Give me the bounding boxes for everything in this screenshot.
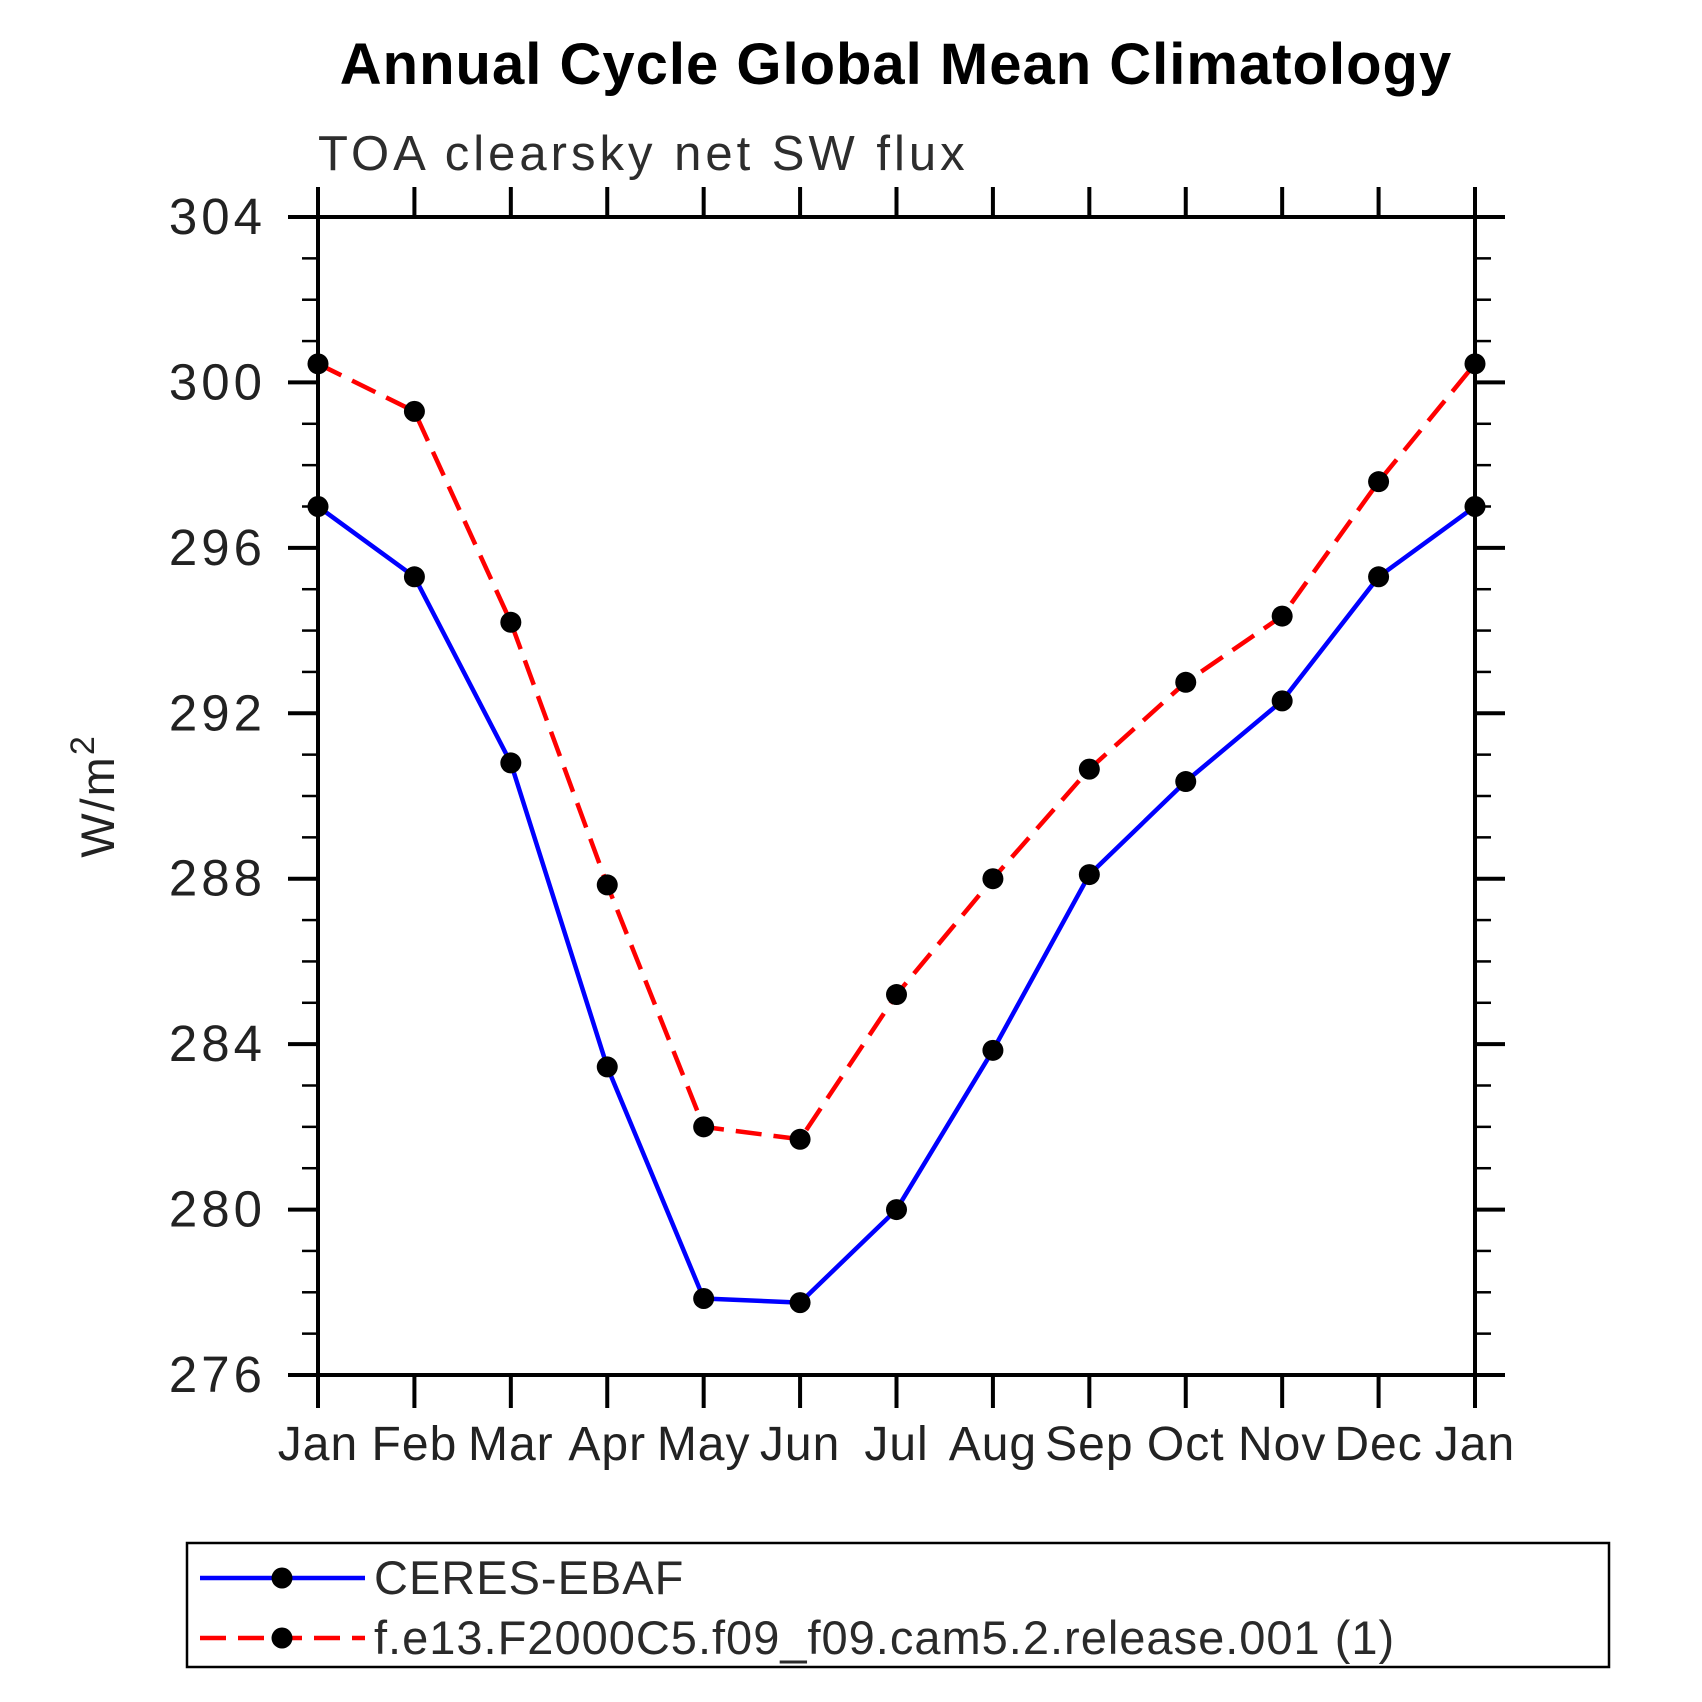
legend-box bbox=[185, 1541, 1611, 1669]
data-point-marker bbox=[886, 1199, 907, 1221]
x-tick-label: Sep bbox=[1045, 1418, 1133, 1471]
y-tick-label: 276 bbox=[169, 1346, 266, 1403]
data-point-marker bbox=[307, 353, 329, 375]
legend-marker-sample bbox=[271, 1567, 293, 1589]
y-tick-label: 284 bbox=[169, 1015, 266, 1072]
x-tick-label: Jan bbox=[1435, 1418, 1515, 1471]
x-tick-label: Apr bbox=[568, 1418, 646, 1471]
y-tick-label: 288 bbox=[169, 850, 266, 907]
x-tick-label: Mar bbox=[468, 1418, 554, 1471]
x-tick-label: May bbox=[657, 1418, 751, 1471]
data-point-marker bbox=[1464, 353, 1486, 375]
data-point-marker bbox=[1078, 864, 1100, 886]
series-line bbox=[317, 361, 1477, 1142]
data-point-marker bbox=[789, 1128, 811, 1150]
legend-marker-sample bbox=[271, 1627, 293, 1649]
legend-label: f.e13.F2000C5.f09_f09.cam5.2.release.001… bbox=[374, 1611, 1395, 1664]
data-point-marker bbox=[403, 400, 425, 422]
data-point-marker bbox=[1175, 671, 1197, 693]
x-tick-label: Feb bbox=[372, 1418, 458, 1471]
x-tick-label: Aug bbox=[949, 1418, 1037, 1471]
y-tick-label: 304 bbox=[169, 188, 266, 245]
data-point-marker bbox=[1078, 758, 1100, 780]
x-tick-label: Oct bbox=[1147, 1418, 1225, 1471]
data-point-marker bbox=[403, 566, 425, 588]
legend: CERES-EBAF f.e13.F2000C5.f09_f09.cam5.2.r… bbox=[185, 1541, 1611, 1669]
chart-title: Annual Cycle Global Mean Climatology bbox=[340, 32, 1452, 97]
y-tick-label: 280 bbox=[169, 1181, 266, 1238]
data-point-marker bbox=[1464, 496, 1486, 517]
data-point-marker bbox=[500, 611, 522, 633]
data-point-marker bbox=[693, 1116, 715, 1138]
x-tick-label: Dec bbox=[1334, 1418, 1422, 1471]
data-point-marker bbox=[789, 1292, 811, 1314]
x-tick-label: Jun bbox=[760, 1418, 840, 1471]
x-tick-label: Jul bbox=[864, 1418, 928, 1471]
data-point-marker bbox=[1368, 471, 1390, 493]
data-point-marker bbox=[886, 984, 907, 1006]
data-point-marker bbox=[1368, 566, 1390, 588]
data-point-marker bbox=[500, 752, 522, 774]
y-tick-label: 296 bbox=[169, 519, 266, 576]
series-line bbox=[316, 504, 1477, 1305]
chart-subtitle: TOA clearsky net SW flux bbox=[318, 127, 969, 181]
data-point-marker bbox=[596, 1056, 618, 1078]
data-point-marker bbox=[982, 868, 1004, 890]
data-point-marker bbox=[693, 1287, 715, 1309]
data-point-marker bbox=[1271, 690, 1293, 712]
x-tick-label: Jan bbox=[278, 1418, 358, 1471]
data-point-marker bbox=[596, 874, 618, 896]
legend-label: CERES-EBAF bbox=[374, 1551, 684, 1604]
y-tick-label: 292 bbox=[169, 684, 266, 741]
y-axis-label: W/m2 bbox=[64, 734, 124, 858]
data-point-marker bbox=[307, 496, 329, 517]
x-tick-label: Nov bbox=[1238, 1418, 1326, 1471]
data-point-marker bbox=[1271, 605, 1293, 627]
y-tick-label: 300 bbox=[169, 353, 266, 410]
data-point-marker bbox=[982, 1039, 1004, 1061]
data-point-marker bbox=[1175, 771, 1197, 793]
